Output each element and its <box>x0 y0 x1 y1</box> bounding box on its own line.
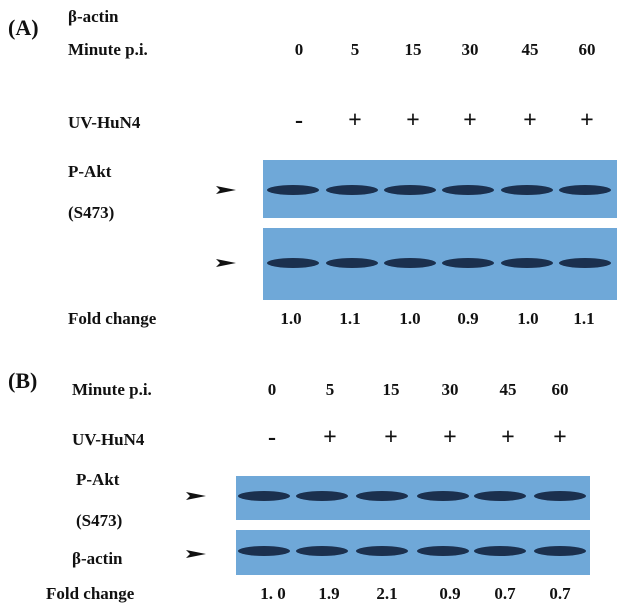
row-label: Fold change <box>46 584 135 603</box>
arrow <box>216 259 236 267</box>
time-label: 15 <box>405 40 422 59</box>
band <box>238 546 290 556</box>
panel-label: (B) <box>8 368 37 393</box>
treatment-sign: + <box>443 425 457 451</box>
row-label: β-actin <box>72 549 123 568</box>
arrow <box>186 550 206 558</box>
row-label: UV-HuN4 <box>72 430 145 449</box>
band <box>559 185 611 195</box>
time-label: 5 <box>326 380 335 399</box>
row-label: Minute p.i. <box>68 40 148 59</box>
band <box>267 258 319 268</box>
treatment-sign: - <box>268 425 276 451</box>
time-label: 5 <box>351 40 360 59</box>
band <box>534 491 586 501</box>
treatment-sign: + <box>553 425 567 451</box>
band <box>559 258 611 268</box>
treatment-sign: + <box>323 425 337 451</box>
time-label: 30 <box>462 40 479 59</box>
fold-value: 1.1 <box>573 309 594 328</box>
fold-value: 1.0 <box>517 309 538 328</box>
fold-value: 1.1 <box>339 309 360 328</box>
arrow <box>186 492 206 500</box>
row-label: (S473) <box>76 511 122 530</box>
band <box>356 491 408 501</box>
row-label: P-Akt <box>68 162 112 181</box>
time-label: 0 <box>295 40 304 59</box>
fold-value: 0.7 <box>494 584 516 603</box>
band <box>417 491 469 501</box>
treatment-sign: + <box>406 108 420 134</box>
band <box>474 491 526 501</box>
time-label: 0 <box>268 380 277 399</box>
band <box>534 546 586 556</box>
time-label: 45 <box>522 40 539 59</box>
fold-value: 2.1 <box>376 584 397 603</box>
band <box>267 185 319 195</box>
time-label: 60 <box>552 380 569 399</box>
fold-value: 1.9 <box>318 584 339 603</box>
panel-label: (A) <box>8 15 39 40</box>
fold-value: 0.9 <box>457 309 478 328</box>
band <box>384 185 436 195</box>
treatment-sign: + <box>523 108 537 134</box>
band <box>326 258 378 268</box>
band <box>326 185 378 195</box>
figure: (A) β-actin Minute p.i. UV-HuN4 P-Akt (S… <box>0 0 625 609</box>
treatment-sign: + <box>384 425 398 451</box>
row-label: P-Akt <box>76 470 120 489</box>
band <box>442 258 494 268</box>
band <box>356 546 408 556</box>
row-label: (S473) <box>68 203 114 222</box>
row-label: UV-HuN4 <box>68 113 141 132</box>
band <box>501 185 553 195</box>
treatment-sign: + <box>580 108 594 134</box>
treatment-sign: + <box>463 108 477 134</box>
row-label: Minute p.i. <box>72 380 152 399</box>
row-label: Fold change <box>68 309 157 328</box>
band <box>417 546 469 556</box>
treatment-sign: + <box>348 108 362 134</box>
band <box>442 185 494 195</box>
fold-value: 1.0 <box>399 309 420 328</box>
time-label: 15 <box>383 380 400 399</box>
fold-value: 0.7 <box>549 584 571 603</box>
band <box>474 546 526 556</box>
note: β-actin <box>68 7 119 26</box>
band <box>238 491 290 501</box>
fold-value: 1. 0 <box>260 584 286 603</box>
treatment-sign: - <box>295 108 303 134</box>
band <box>384 258 436 268</box>
time-label: 30 <box>442 380 459 399</box>
fold-value: 0.9 <box>439 584 460 603</box>
time-label: 60 <box>579 40 596 59</box>
band <box>296 546 348 556</box>
time-label: 45 <box>500 380 517 399</box>
band <box>296 491 348 501</box>
arrow <box>216 186 236 194</box>
treatment-sign: + <box>501 425 515 451</box>
fold-value: 1.0 <box>280 309 301 328</box>
band <box>501 258 553 268</box>
